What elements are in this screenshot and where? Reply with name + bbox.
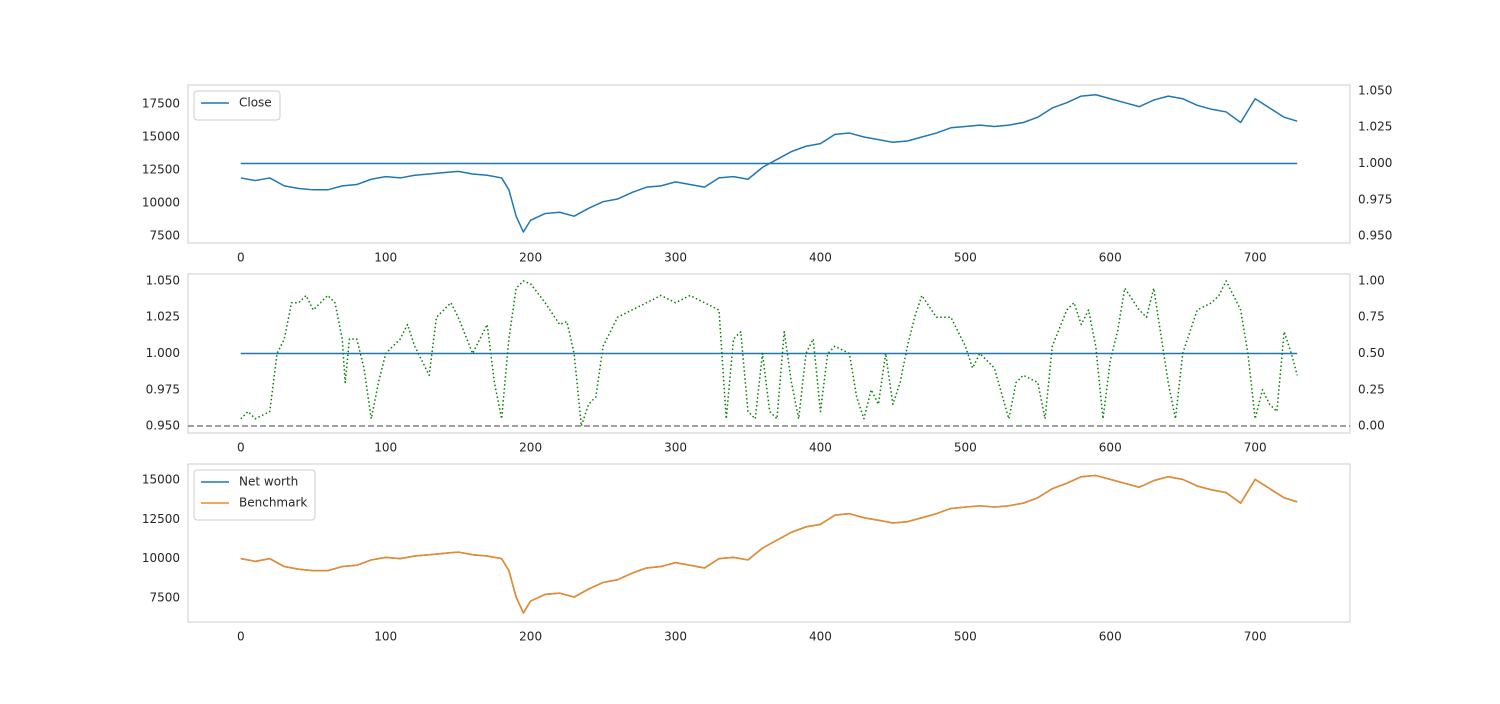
y2-tick-label: 1.050 [1358,83,1392,97]
y-tick-label: 7500 [149,591,180,605]
x-tick-label: 200 [519,251,542,265]
subplot: 0 100 200 300 400 500 600 700 7500 10000 12500 1500… [142,83,1393,264]
x-tick-label: 100 [374,630,397,644]
y-tick-label: 1.025 [146,310,180,324]
data-line [240,474,1298,614]
x-tick-label: 300 [664,630,687,644]
x-tick-label: 0 [237,441,245,455]
x-tick-label: 400 [809,251,832,265]
y-tick-label: 10000 [142,196,180,210]
x-tick-label: 500 [954,441,977,455]
x-tick-label: 0 [237,251,245,265]
y-tick-label: 15000 [142,473,180,487]
x-tick-label: 700 [1244,630,1267,644]
x-tick-label: 600 [1099,630,1122,644]
y2-tick-label: 1.000 [1358,156,1392,170]
y-tick-label: 1.000 [146,346,180,360]
y2-tick-label: 0.75 [1358,310,1385,324]
subplot: 0 100 200 300 400 500 600 700 0.950 0.975 1.000 1.0… [146,273,1385,454]
y-tick-label: 0.975 [146,382,180,396]
y-tick-label: 10000 [142,551,180,565]
subplot: 0 100 200 300 400 500 600 700 7500 10000 12500 1500… [142,463,1351,644]
y2-tick-label: 0.950 [1358,229,1392,243]
axes-frame [187,273,1351,434]
x-tick-label: 200 [519,441,542,455]
y2-tick-label: 1.00 [1358,273,1385,287]
data-line [240,94,1298,233]
y-tick-label: 0.950 [146,419,180,433]
y-tick-label: 1.050 [146,273,180,287]
legend: Net worth Benchmark [193,469,316,521]
x-tick-label: 600 [1099,441,1122,455]
x-tick-label: 700 [1244,441,1267,455]
x-tick-label: 600 [1099,251,1122,265]
x-tick-label: 100 [374,441,397,455]
y-tick-label: 7500 [149,229,180,243]
x-tick-label: 300 [664,441,687,455]
x-tick-label: 500 [954,630,977,644]
y2-tick-label: 0.975 [1358,192,1392,206]
x-tick-label: 400 [809,441,832,455]
y2-tick-label: 1.025 [1358,120,1392,134]
y2-tick-label: 0.25 [1358,382,1385,396]
y-tick-label: 17500 [142,97,180,111]
x-tick-label: 100 [374,251,397,265]
y-tick-label: 15000 [142,130,180,144]
x-tick-label: 0 [237,630,245,644]
x-tick-label: 400 [809,630,832,644]
y2-tick-label: 0.00 [1358,419,1385,433]
x-tick-label: 200 [519,630,542,644]
legend-label: Close [239,96,272,110]
legend-label: Benchmark [239,496,307,510]
y-tick-label: 12500 [142,512,180,526]
x-tick-label: 500 [954,251,977,265]
x-tick-label: 300 [664,251,687,265]
axes-frame [187,463,1351,623]
data-line [240,280,1298,427]
y-tick-label: 12500 [142,163,180,177]
x-tick-label: 700 [1244,251,1267,265]
y2-tick-label: 0.50 [1358,346,1385,360]
axes-frame [187,84,1351,244]
legend-label: Net worth [239,475,298,489]
legend: Close [193,90,281,121]
legend-frame [193,90,281,121]
